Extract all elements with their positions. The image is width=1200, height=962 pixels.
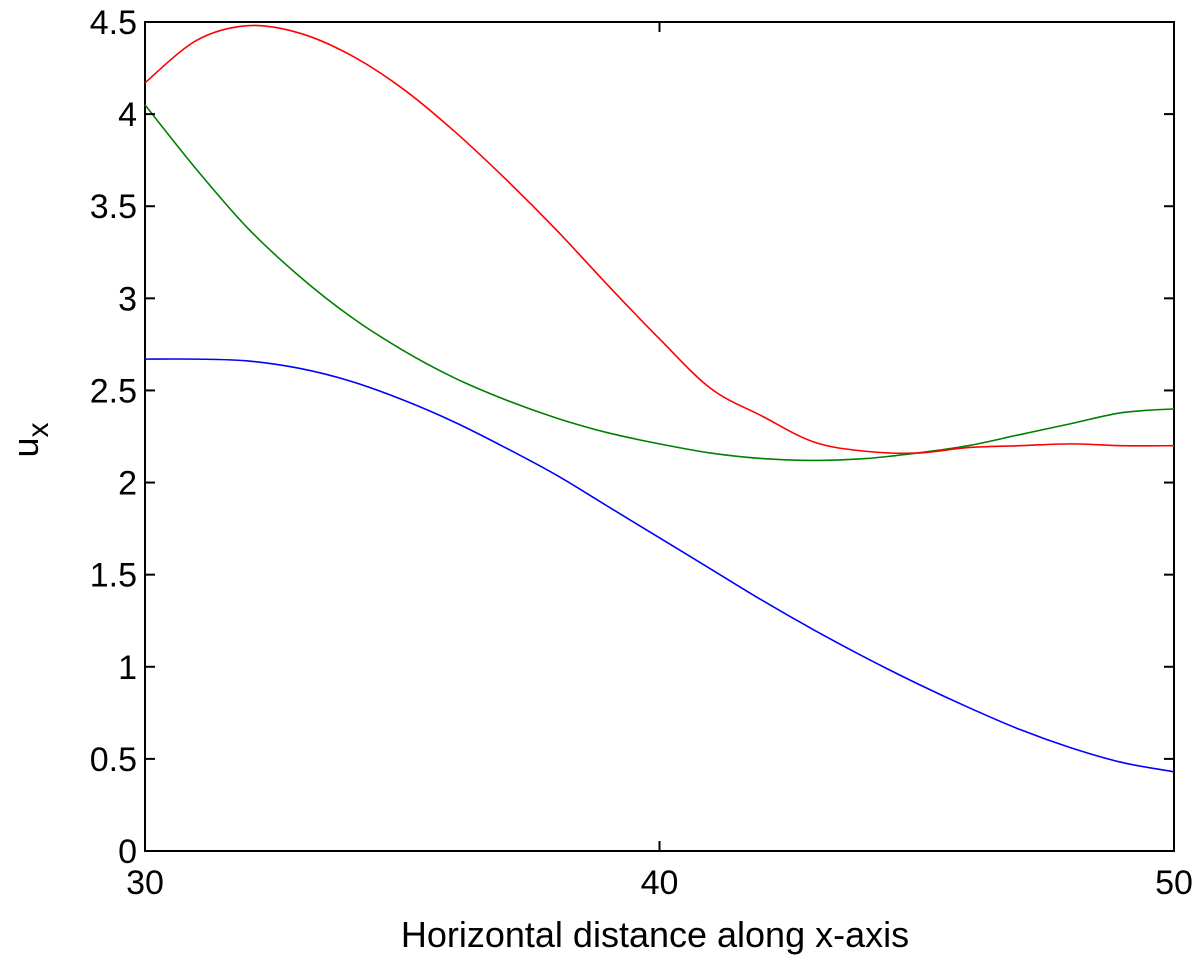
- x-tick-label: 40: [641, 864, 679, 902]
- y-axis-label-group: ux: [5, 422, 55, 457]
- y-axis-label-subscript: x: [22, 422, 55, 437]
- series-line-3: [144, 24, 1175, 455]
- y-tick-label: 0.5: [90, 741, 137, 779]
- series-line-1: [144, 358, 1175, 773]
- x-tick-label: 30: [126, 864, 164, 902]
- y-axis-ticks: 0 0.5 1 1.5 2 2.5 3 3.5 4 4.5: [90, 4, 1174, 871]
- x-axis-label: Horizontal distance along x-axis: [401, 914, 909, 955]
- y-tick-label: 1: [118, 649, 137, 687]
- y-tick-label: 1.5: [90, 557, 137, 595]
- series-line-2: [144, 104, 1175, 462]
- y-tick-label: 4.5: [90, 4, 137, 42]
- plot-area-frame: [144, 21, 1175, 852]
- y-tick-label: 4: [118, 96, 137, 134]
- x-tick-label: 50: [1155, 864, 1193, 902]
- y-tick-label: 2: [118, 465, 137, 503]
- series-layer: [144, 24, 1175, 773]
- y-axis-label: u: [5, 437, 46, 457]
- x-axis-ticks: 30 40 50: [126, 22, 1193, 902]
- y-tick-label: 0: [118, 833, 137, 871]
- y-tick-label: 3.5: [90, 188, 137, 226]
- y-tick-label: 2.5: [90, 372, 137, 410]
- svg-text:ux: ux: [5, 422, 55, 457]
- y-tick-label: 3: [118, 280, 137, 318]
